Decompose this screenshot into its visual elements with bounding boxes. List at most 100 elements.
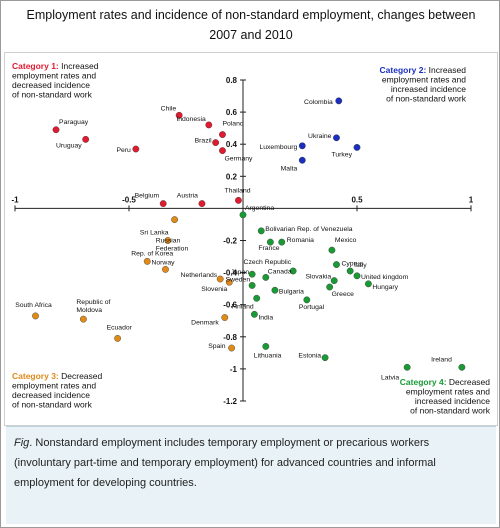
cat3-title: Category 3:: [12, 371, 61, 381]
data-point: [266, 238, 274, 246]
point-label: Canada: [268, 268, 292, 275]
point-label: Romania: [287, 237, 314, 244]
x-tick-label: -1: [11, 195, 19, 204]
data-point: [175, 111, 183, 119]
point-label: Indonesia: [176, 116, 206, 123]
cat3-text-line: of non-standard work: [12, 400, 93, 410]
point-label: Bulgaria: [279, 288, 304, 295]
point-label: Cyprus: [341, 261, 363, 268]
cat2-title: Category 2:: [380, 65, 429, 75]
point-label-line: Republic of: [76, 299, 110, 306]
cat2-text-line: increased incidence: [391, 84, 466, 94]
cat4-text-line: employment rates and: [406, 387, 490, 397]
point-label: Sweden: [226, 276, 251, 283]
data-point: [262, 274, 270, 281]
data-point: [248, 270, 256, 278]
y-tick-label: -0.6: [223, 301, 237, 310]
figure-caption: Fig. Nonstandard employment includes tem…: [6, 426, 496, 524]
data-point: [132, 145, 140, 153]
y-tick-label: 0.4: [226, 140, 238, 149]
point-label: Brazil: [195, 138, 212, 145]
data-point: [271, 286, 279, 294]
cat3-annotation: Category 3: Decreased employment rates an…: [12, 371, 103, 410]
point-label: South Africa: [15, 302, 52, 309]
data-point: [171, 216, 179, 224]
data-point: [326, 283, 334, 291]
point-label: Lithuania: [254, 352, 282, 359]
data-point: [143, 257, 151, 265]
y-tick-label: 0.2: [226, 172, 238, 181]
point-label: Spain: [208, 343, 226, 350]
data-point: [321, 354, 329, 362]
point-label: Uruguay: [56, 142, 82, 149]
data-point: [262, 343, 270, 350]
point-label: Portugal: [299, 304, 325, 311]
point-label: Greece: [332, 291, 355, 298]
data-point: [114, 335, 122, 342]
data-point: [80, 315, 87, 323]
x-tick-label: -0.5: [122, 195, 136, 204]
data-point: [330, 277, 338, 285]
x-tick-label: 1: [469, 195, 474, 204]
cat4-title: Category 4:: [400, 377, 449, 387]
point-label: France: [258, 245, 279, 252]
data-point: [303, 296, 311, 304]
plot-area: -1 -0.5 0.5 1 0.8 0.6 0.4 0.2 -0.2 -0.4 -0.6 -0.8 -1…: [4, 52, 498, 426]
point-label: Peru: [116, 147, 131, 154]
data-point: [403, 363, 411, 371]
point-label: India: [258, 314, 273, 321]
point-label: Sri Lanka: [140, 230, 169, 237]
point-label: Hungary: [372, 284, 398, 291]
point-label: Colombia: [304, 99, 333, 106]
point-label: Bolivarian Rep. of Venezuela: [265, 226, 353, 233]
point-label: Luxembourg: [259, 144, 297, 151]
data-point: [248, 282, 256, 289]
cat1-text-line: of non-standard work: [12, 90, 93, 100]
point-label: Slovakia: [305, 274, 331, 281]
x-tick-label: 0.5: [351, 195, 363, 204]
y-tick-label: 0.8: [226, 76, 238, 85]
data-point: [353, 272, 361, 280]
data-point: [298, 156, 306, 164]
data-point: [353, 144, 361, 151]
data-point: [221, 314, 229, 321]
point-label: Russian Federation: [156, 238, 189, 253]
cat2-text-line: of non-standard work: [386, 94, 467, 104]
data-point: [333, 134, 340, 142]
point-label: Norway: [151, 259, 175, 266]
data-point: [216, 275, 224, 283]
data-point: [82, 135, 90, 143]
point-label: Ecuador: [107, 324, 133, 331]
data-point: [225, 278, 233, 286]
cat3-text-line: employment rates and: [12, 381, 96, 391]
scatter-chart: -1 -0.5 0.5 1 0.8 0.6 0.4 0.2 -0.2 -0.4 -0.6 -0.8 -1…: [11, 61, 490, 416]
point-label: Japan: [231, 269, 250, 276]
point-label: Finland: [231, 303, 254, 310]
point-label: Thailand: [224, 187, 250, 194]
point-label-line: Moldova: [76, 307, 102, 314]
point-label: Turkey: [331, 151, 352, 158]
point-label-line: Federation: [156, 246, 189, 253]
data-point: [32, 312, 39, 320]
data-point: [257, 227, 265, 235]
point-label: Ireland: [431, 356, 452, 363]
data-point: [159, 200, 167, 207]
point-label: Netherlands: [181, 272, 218, 279]
data-point: [198, 200, 206, 207]
y-tick-label: -1: [230, 365, 238, 374]
point-label: Austria: [177, 193, 198, 200]
point-label: Germany: [224, 156, 253, 163]
point-label: Latvia: [381, 374, 399, 381]
point-label-line: Rep. of Korea: [131, 250, 173, 257]
point-label-line: Russian: [156, 238, 181, 245]
cat1-text-line: decreased incidence: [12, 80, 90, 90]
data-point: [346, 267, 354, 275]
data-point: [52, 126, 60, 134]
point-label: Chile: [161, 105, 177, 112]
data-point: [205, 121, 213, 129]
data-point: [162, 265, 169, 273]
cat2-text-line: Increased: [429, 65, 467, 75]
cat1-text-line: Increased: [61, 61, 99, 71]
cat3-text-line: Decreased: [61, 371, 102, 381]
cat1-text-line: employment rates and: [12, 71, 96, 81]
